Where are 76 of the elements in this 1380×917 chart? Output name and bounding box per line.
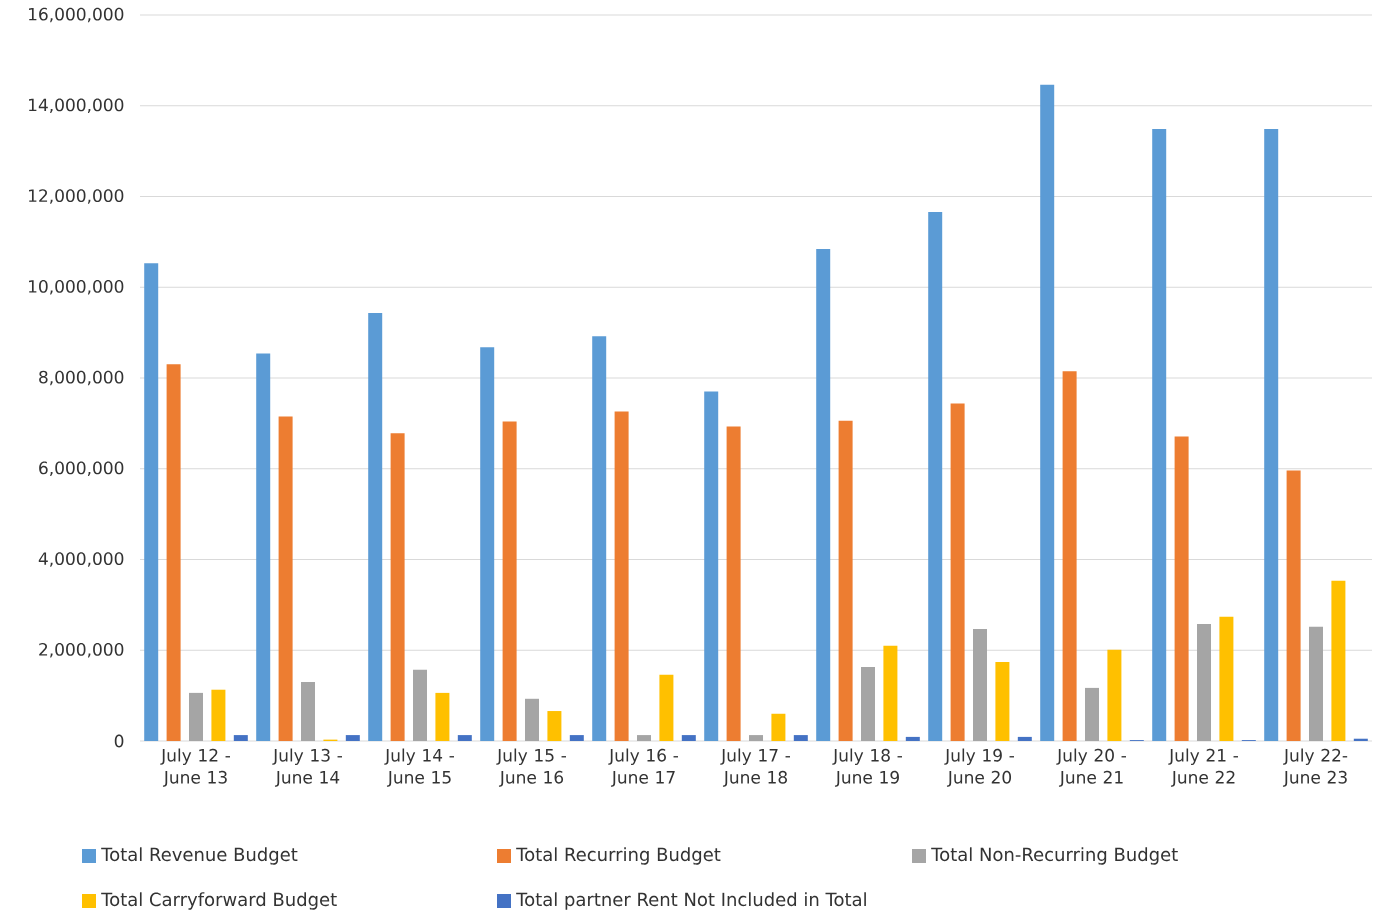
bar — [1062, 371, 1077, 741]
bar — [525, 698, 540, 741]
legend-label: Total Carryforward Budget — [101, 892, 337, 910]
bar — [681, 735, 696, 741]
bar — [1040, 84, 1055, 741]
bar — [1152, 128, 1167, 741]
bar — [547, 711, 562, 741]
bar — [211, 689, 226, 741]
y-tick-label: 0 — [114, 734, 124, 748]
y-tick-label: 16,000,000 — [29, 7, 124, 23]
bar — [950, 403, 965, 741]
y-tick-label: 10,000,000 — [29, 279, 124, 295]
x-tick-label: July 16 - June 17 — [608, 748, 678, 787]
legend-label: Total Revenue Budget — [101, 847, 298, 865]
y-tick-label: 12,000,000 — [29, 189, 124, 204]
bar — [995, 662, 1010, 741]
bar — [457, 735, 472, 741]
bar — [861, 667, 876, 741]
y-tick-label: 14,000,000 — [29, 98, 124, 114]
x-tick-label: July 19 - June 20 — [944, 748, 1014, 787]
bar — [368, 313, 383, 741]
bar — [233, 735, 248, 741]
bar — [1085, 687, 1100, 741]
x-tick-label: July 20 - June 21 — [1056, 748, 1126, 787]
bar — [502, 421, 517, 741]
bar — [816, 249, 831, 741]
x-tick-label: July 17 - June 18 — [720, 748, 790, 787]
x-tick-label: July 15 - June 16 — [496, 748, 566, 787]
bar — [614, 411, 629, 741]
x-tick-label: July 13 - June 14 — [272, 748, 342, 787]
legend-label: Total partner Rent Not Included in Total — [516, 892, 866, 910]
bar — [278, 416, 293, 741]
legend-label: Total Non-Recurring Budget — [931, 847, 1178, 865]
bar — [1286, 470, 1301, 741]
bar — [256, 353, 271, 741]
bar — [189, 692, 204, 741]
bar — [301, 682, 316, 741]
bar — [905, 736, 920, 741]
y-tick-label: 8,000,000 — [39, 370, 124, 386]
y-tick-label: 6,000,000 — [39, 461, 124, 477]
legend-label: Total Recurring Budget — [516, 847, 721, 865]
bar — [704, 391, 719, 741]
bar — [166, 364, 181, 741]
bar — [144, 263, 159, 741]
bar — [659, 674, 674, 741]
bar — [726, 426, 741, 741]
bar — [435, 692, 450, 741]
bar — [928, 211, 943, 741]
bar — [569, 735, 584, 741]
bar — [838, 420, 853, 741]
bar — [771, 713, 786, 741]
bar — [1219, 616, 1234, 741]
x-tick-label: July 14 - June 15 — [384, 748, 454, 787]
bar — [973, 628, 988, 741]
bar — [413, 669, 428, 741]
bar — [1174, 436, 1189, 741]
bar — [1107, 649, 1122, 741]
bar — [749, 735, 764, 741]
x-tick-label: July 18 - June 19 — [832, 748, 902, 787]
y-tick-label: 2,000,000 — [39, 642, 124, 658]
bar — [637, 735, 652, 741]
bar — [1331, 580, 1346, 741]
bar — [793, 735, 808, 741]
bar — [592, 336, 607, 741]
y-tick-label: 4,000,000 — [38, 552, 124, 567]
bar — [1017, 736, 1032, 741]
x-tick-label: July 21 - June 22 — [1168, 748, 1238, 787]
bar — [1309, 626, 1323, 741]
bar — [1264, 128, 1279, 741]
bar — [345, 735, 360, 741]
bar — [480, 347, 495, 741]
x-tick-label: July 12 - June 13 — [160, 748, 230, 787]
bar — [883, 645, 898, 741]
x-tick-label: July 22- June 23 — [1282, 748, 1348, 787]
bar — [390, 433, 405, 741]
bar — [1197, 623, 1211, 741]
